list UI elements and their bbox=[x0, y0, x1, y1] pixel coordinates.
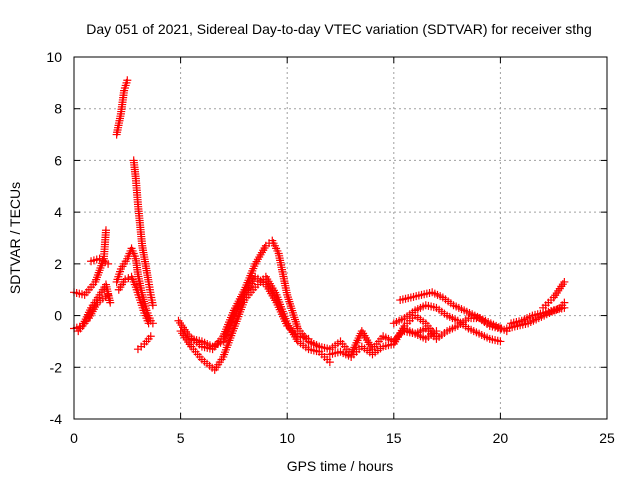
data-point bbox=[148, 319, 157, 328]
series-track-t bbox=[539, 277, 569, 312]
x-tick-label: 10 bbox=[279, 430, 295, 446]
y-tick-label: 0 bbox=[54, 308, 62, 324]
data-point bbox=[560, 277, 569, 286]
series-track-l bbox=[187, 272, 313, 351]
series-track-f bbox=[129, 156, 157, 310]
data-point bbox=[148, 301, 157, 310]
x-axis-ticks: 0 5 10 15 20 25 bbox=[70, 57, 615, 446]
plot-frame bbox=[73, 56, 608, 420]
grid-lines bbox=[74, 57, 607, 419]
data-point bbox=[123, 76, 132, 85]
series-track-a bbox=[70, 226, 110, 299]
chart-title: Day 051 of 2021, Sidereal Day-to-day VTE… bbox=[86, 21, 592, 37]
data-point bbox=[325, 358, 334, 367]
x-tick-label: 20 bbox=[493, 430, 509, 446]
data-point bbox=[560, 303, 569, 312]
x-tick-label: 25 bbox=[599, 430, 615, 446]
y-tick-label: 8 bbox=[54, 101, 62, 117]
data-point bbox=[106, 298, 115, 307]
data-point bbox=[146, 332, 155, 341]
y-tick-label: -2 bbox=[50, 359, 63, 375]
series-track-h bbox=[114, 272, 157, 328]
y-tick-label: 2 bbox=[54, 256, 62, 272]
series-track-i bbox=[133, 332, 155, 354]
x-tick-label: 5 bbox=[177, 430, 185, 446]
x-tick-label: 0 bbox=[70, 430, 78, 446]
series-track-d bbox=[87, 254, 113, 268]
data-point bbox=[104, 290, 113, 299]
y-tick-label: 6 bbox=[54, 152, 62, 168]
y-axis-ticks: -4 -2 0 2 4 6 8 10 bbox=[46, 49, 607, 427]
y-tick-label: 10 bbox=[46, 49, 62, 65]
x-tick-label: 15 bbox=[386, 430, 402, 446]
data-point bbox=[496, 337, 505, 346]
y-axis-label: SDTVAR / TECUs bbox=[7, 182, 23, 294]
series-track-q bbox=[400, 314, 505, 343]
series-track-e bbox=[112, 76, 132, 139]
x-axis-label: GPS time / hours bbox=[287, 458, 394, 474]
series-track-p bbox=[389, 301, 505, 346]
data-point bbox=[104, 259, 113, 268]
y-tick-label: -4 bbox=[50, 411, 63, 427]
data-points bbox=[70, 76, 569, 374]
series-track-c bbox=[74, 290, 113, 336]
series-track-g bbox=[112, 244, 155, 325]
series-track-n bbox=[325, 311, 441, 361]
y-tick-label: 4 bbox=[54, 204, 62, 220]
data-point bbox=[101, 226, 110, 235]
